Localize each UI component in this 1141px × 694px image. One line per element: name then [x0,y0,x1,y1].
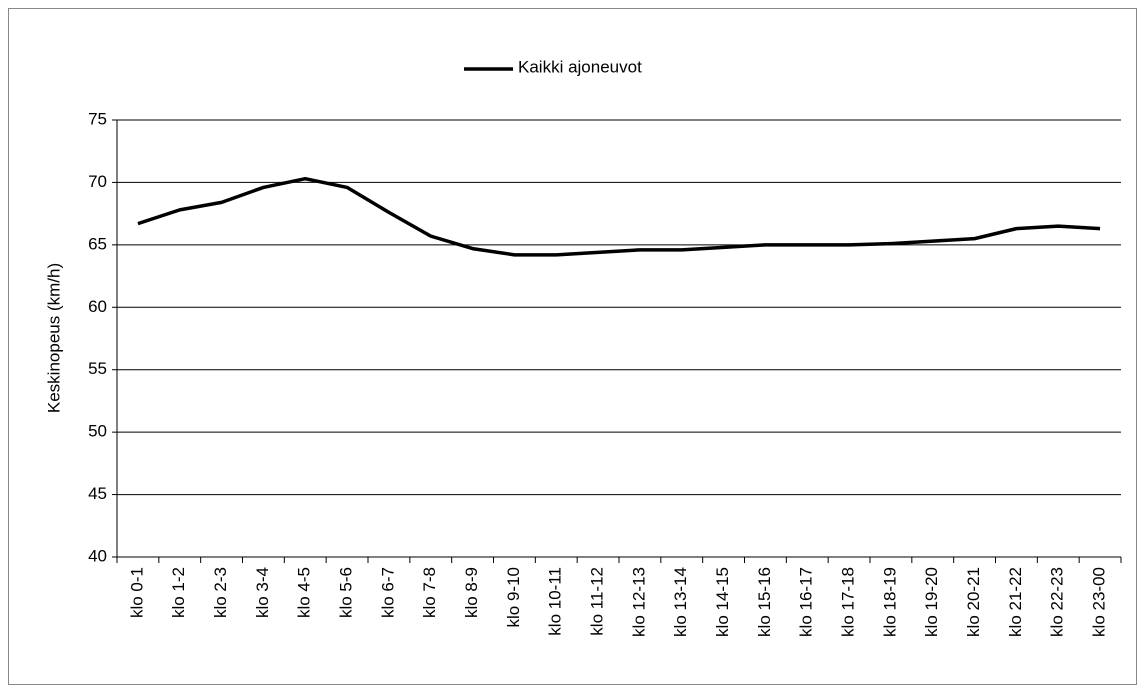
x-tick-label: klo 8-9 [462,567,481,618]
x-tick-label: klo 16-17 [797,567,816,637]
x-tick-label: klo 3-4 [253,567,272,618]
y-tick-label: 50 [88,422,107,441]
y-tick-label: 45 [88,484,107,503]
x-tick-label: klo 9-10 [504,567,523,627]
x-tick-label: klo 22-23 [1048,567,1067,637]
y-tick-label: 75 [88,109,107,128]
x-tick-label: klo 1-2 [169,567,188,618]
x-tick-label: klo 5-6 [337,567,356,618]
x-tick-label: klo 11-12 [588,567,607,636]
x-tick-label: klo 20-21 [964,567,983,637]
y-tick-label: 60 [88,297,107,316]
x-tick-label: klo 13-14 [671,567,690,637]
y-tick-label: 65 [88,234,107,253]
x-tick-label: klo 12-13 [629,567,648,637]
x-tick-label: klo 19-20 [922,567,941,637]
x-tick-label: klo 23-00 [1090,567,1109,637]
x-tick-label: klo 18-19 [880,567,899,637]
y-tick-label: 70 [88,172,107,191]
x-tick-label: klo 15-16 [755,567,774,637]
x-tick-label: klo 21-22 [1006,567,1025,637]
y-tick-label: 55 [88,359,107,378]
x-tick-label: klo 10-11 [546,567,565,636]
x-tick-label: klo 14-15 [713,567,732,637]
x-tick-label: klo 7-8 [420,567,439,618]
y-tick-label: 40 [88,546,107,565]
y-axis-label: Keskinopeus (km/h) [44,263,63,413]
x-tick-label: klo 17-18 [839,567,858,637]
x-tick-label: klo 0-1 [127,567,146,618]
x-tick-label: klo 6-7 [378,567,397,618]
chart-border [8,8,1137,685]
x-tick-label: klo 4-5 [295,567,314,618]
x-tick-label: klo 2-3 [211,567,230,618]
legend-label: Kaikki ajoneuvot [518,57,642,76]
line-series [137,176,1101,257]
